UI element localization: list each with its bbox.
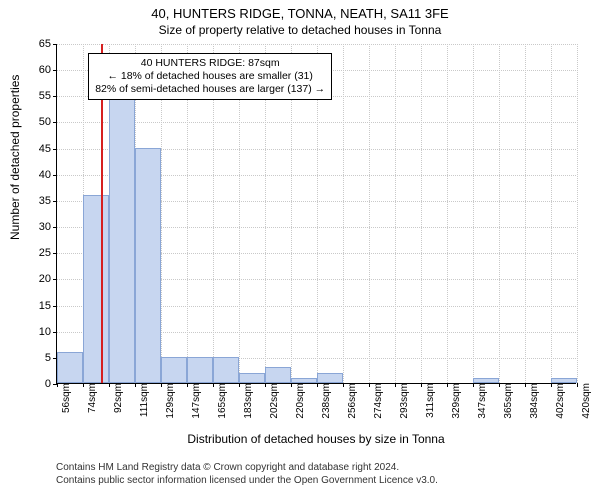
footer-line-2: Contains public sector information licen… — [56, 475, 438, 488]
histogram-bar — [213, 357, 239, 383]
footer-text: Contains HM Land Registry data © Crown c… — [56, 462, 438, 487]
xtick-label: 293sqm — [395, 383, 410, 419]
info-box-line: 82% of semi-detached houses are larger (… — [95, 83, 325, 96]
y-axis-label: Number of detached properties — [8, 75, 22, 240]
histogram-bar — [83, 195, 109, 383]
histogram-bar — [57, 352, 83, 383]
grid-line-v — [395, 44, 396, 383]
footer-line-1: Contains HM Land Registry data © Crown c… — [56, 462, 438, 475]
grid-line-v — [447, 44, 448, 383]
xtick-label: 202sqm — [265, 383, 280, 419]
xtick-label: 129sqm — [161, 383, 176, 419]
xtick-label: 92sqm — [109, 383, 124, 413]
histogram-bar — [239, 373, 265, 383]
xtick-label: 183sqm — [239, 383, 254, 419]
ytick-label: 45 — [39, 143, 57, 155]
xtick-label: 74sqm — [83, 383, 98, 413]
xtick-label: 365sqm — [499, 383, 514, 419]
xtick-label: 147sqm — [187, 383, 202, 419]
xtick-label: 165sqm — [213, 383, 228, 419]
ytick-label: 25 — [39, 247, 57, 259]
ytick-label: 20 — [39, 273, 57, 285]
histogram-bar — [161, 357, 187, 383]
x-axis-label: Distribution of detached houses by size … — [56, 432, 576, 446]
grid-line-v — [525, 44, 526, 383]
xtick-label: 256sqm — [343, 383, 358, 419]
grid-line-v — [343, 44, 344, 383]
xtick-label: 311sqm — [421, 383, 436, 418]
xtick-label: 238sqm — [317, 383, 332, 419]
ytick-label: 5 — [45, 352, 57, 364]
ytick-label: 0 — [45, 378, 57, 390]
xtick-label: 220sqm — [291, 383, 306, 419]
histogram-bar — [135, 148, 161, 383]
chart-container: 40, HUNTERS RIDGE, TONNA, NEATH, SA11 3F… — [0, 0, 600, 500]
ytick-label: 40 — [39, 169, 57, 181]
histogram-bar — [473, 378, 499, 383]
chart-title: 40, HUNTERS RIDGE, TONNA, NEATH, SA11 3F… — [0, 0, 600, 21]
plot-area: 0510152025303540455055606556sqm74sqm92sq… — [56, 44, 576, 384]
xtick-label: 347sqm — [473, 383, 488, 419]
ytick-label: 15 — [39, 300, 57, 312]
histogram-bar — [551, 378, 577, 383]
histogram-bar — [187, 357, 213, 383]
ytick-label: 10 — [39, 326, 57, 338]
grid-line-v — [551, 44, 552, 383]
ytick-label: 65 — [39, 38, 57, 50]
histogram-bar — [109, 95, 135, 383]
grid-line-v — [577, 44, 578, 383]
info-box-line: 40 HUNTERS RIDGE: 87sqm — [95, 57, 325, 70]
xtick-label: 56sqm — [57, 383, 72, 413]
xtick-label: 402sqm — [551, 383, 566, 419]
xtick-label: 111sqm — [135, 383, 150, 417]
ytick-label: 55 — [39, 90, 57, 102]
grid-line-v — [369, 44, 370, 383]
info-box: 40 HUNTERS RIDGE: 87sqm← 18% of detached… — [88, 53, 332, 100]
ytick-label: 30 — [39, 221, 57, 233]
ytick-label: 60 — [39, 64, 57, 76]
histogram-bar — [265, 367, 291, 383]
xtick-label: 274sqm — [369, 383, 384, 419]
grid-line-v — [473, 44, 474, 383]
histogram-bar — [317, 373, 343, 383]
histogram-bar — [291, 378, 317, 383]
ytick-label: 50 — [39, 116, 57, 128]
grid-line-v — [499, 44, 500, 383]
info-box-line: ← 18% of detached houses are smaller (31… — [95, 70, 325, 83]
xtick-label: 420sqm — [577, 383, 592, 419]
chart-subtitle: Size of property relative to detached ho… — [0, 21, 600, 37]
xtick-label: 329sqm — [447, 383, 462, 419]
grid-line-v — [421, 44, 422, 383]
ytick-label: 35 — [39, 195, 57, 207]
xtick-label: 384sqm — [525, 383, 540, 419]
